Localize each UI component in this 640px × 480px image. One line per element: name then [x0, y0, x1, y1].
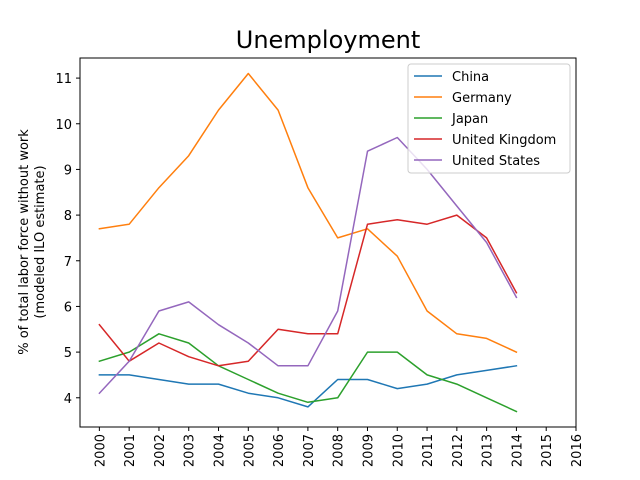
y-tick-label: 10: [55, 118, 72, 133]
x-tick-label: 2015: [540, 434, 555, 467]
legend-label: Germany: [452, 91, 512, 106]
x-tick-label: 2003: [183, 434, 198, 467]
legend-label: Japan: [451, 112, 488, 127]
plot-area-frame: [79, 57, 577, 428]
y-tick-label: 11: [55, 72, 72, 87]
legend: China Germany Japan United Kingdom United St…: [407, 63, 571, 174]
x-tick-label: 2014: [510, 434, 525, 467]
x-tick-label: 2006: [272, 434, 287, 467]
y-axis: 4 5 6 7 8 9 10 11: [55, 72, 80, 407]
x-tick-label: 2012: [451, 434, 466, 467]
y-tick-label: 4: [64, 392, 72, 407]
chart-title: Unemployment: [236, 26, 420, 54]
y-tick-label: 5: [64, 346, 72, 361]
series-line-united-states: [98, 136, 518, 395]
x-tick-label: 2002: [153, 434, 168, 467]
x-tick-label: 2010: [391, 434, 406, 467]
series-line-germany: [98, 72, 518, 354]
x-tick-label: 2005: [242, 434, 257, 467]
y-tick-label: 7: [64, 255, 72, 270]
y-axis-label-line1: % of total labor force without work: [17, 129, 32, 355]
legend-label: United States: [452, 154, 540, 169]
x-axis: 2000 2001 2002 2003 2004 2005 2006 2007 2008 2009…: [93, 427, 585, 467]
x-tick-label: 2009: [361, 434, 376, 467]
x-tick-label: 2008: [332, 434, 347, 467]
x-tick-label: 2007: [302, 434, 317, 467]
series-line-china: [98, 364, 518, 408]
series-line-united-kingdom: [98, 214, 518, 367]
legend-label: China: [452, 70, 489, 85]
x-tick-label: 2013: [481, 434, 496, 467]
y-tick-label: 6: [64, 300, 72, 315]
x-tick-label: 2011: [421, 434, 436, 467]
x-tick-label: 2001: [123, 434, 138, 467]
series-line-japan: [98, 333, 518, 413]
legend-box: [407, 63, 571, 174]
legend-label: United Kingdom: [452, 133, 556, 148]
y-axis-label-line2: (modeled ILO estimate): [33, 165, 48, 318]
series-lines: [98, 72, 518, 413]
x-tick-label: 2004: [213, 434, 228, 467]
y-tick-label: 9: [64, 163, 72, 178]
x-tick-label: 2016: [570, 434, 585, 467]
x-tick-label: 2000: [93, 434, 108, 467]
y-tick-label: 8: [64, 209, 72, 224]
